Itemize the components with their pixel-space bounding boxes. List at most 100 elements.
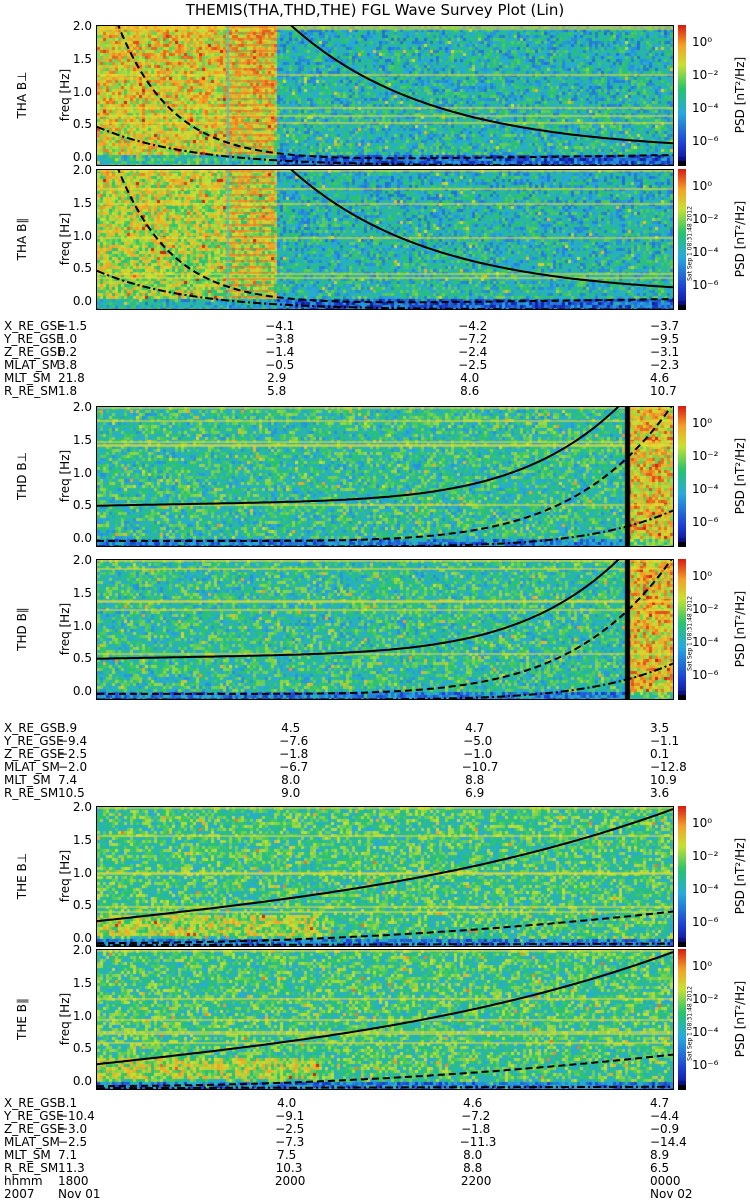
ephemeris-value: −6.7 (279, 760, 309, 774)
colorbar-tick: 10⁻⁶ (692, 915, 719, 929)
colorbar-tick: 10⁻² (692, 602, 719, 616)
colorbar-tick: 10⁻⁶ (692, 668, 719, 682)
spectrogram-heatmap (97, 407, 673, 546)
ephemeris-value: −0.5 (265, 358, 295, 372)
y-tick-label: 1.5 (72, 432, 92, 447)
ephemeris-value: −10.7 (461, 760, 499, 774)
ephemeris-value: 4.5 (281, 721, 301, 735)
spectrogram-panel (96, 406, 674, 547)
ephemeris-label: R_RE_SM (4, 384, 59, 398)
colorbar-tick: 10⁻⁴ (692, 245, 719, 259)
ephemeris-value: 4.0 (460, 371, 480, 385)
ephemeris-label: R_RE_SM (4, 1161, 59, 1175)
y-tick-label: 1.5 (72, 195, 92, 210)
ephemeris-value: −11.3 (459, 1135, 497, 1149)
ephemeris-value: −3.7 (650, 319, 680, 333)
ephemeris-value: 8.9 (650, 1148, 670, 1162)
fce-curve (97, 560, 620, 660)
ephemeris-label: X_RE_GSE (4, 1096, 65, 1110)
colorbar-tick: 10⁰ (692, 416, 713, 430)
tenth-fce-curve (97, 1085, 673, 1089)
y-axis-label: freq [Hz] (58, 449, 72, 502)
ephemeris-value: 1.8 (58, 384, 78, 398)
ephemeris-value: 8.0 (281, 773, 301, 787)
ephemeris-label: MLAT_SM (4, 358, 60, 372)
y-tick-label: 0.5 (72, 261, 92, 276)
y-tick-label: 0.5 (72, 1041, 92, 1056)
y-tick-label: 1.0 (72, 84, 92, 99)
y-axis-label: freq [Hz] (58, 212, 72, 265)
y-tick-label: 2.0 (72, 943, 92, 957)
y-tick-label: 1.5 (72, 975, 92, 990)
ephemeris-value: −4.2 (458, 319, 488, 333)
fce-curve (290, 170, 673, 289)
ephemeris-value: −2.5 (458, 358, 488, 372)
ephemeris-label: MLT_SM (4, 1148, 51, 1162)
timestamp-stamp: Sat Sep 1 08:31:48 2012 (686, 205, 694, 281)
ephemeris-label: 2007 (4, 1187, 35, 1201)
y-tick-label: 1.0 (72, 1008, 92, 1023)
ephemeris-value: 1.0 (58, 332, 78, 346)
colorbar-tick: 10⁻² (692, 68, 719, 82)
colorbar-tick: 10⁻⁴ (692, 1025, 719, 1039)
ephemeris-label: Y_RE_GSE (4, 734, 64, 748)
ephemeris-label: MLT_SM (4, 371, 51, 385)
colorbar-label: PSD [nT²/Hz] (733, 590, 747, 667)
tenth-fce-curve (97, 662, 673, 699)
ephemeris-value: −1.5 (58, 319, 88, 333)
ephemeris-value: 3.1 (58, 1096, 78, 1110)
ephemeris-value: 5.8 (267, 384, 287, 398)
ephemeris-value: −7.6 (279, 734, 309, 748)
y-tick-label: 1.0 (72, 618, 92, 633)
ephemeris-value: −2.0 (58, 760, 88, 774)
spectrogram-heatmap (97, 26, 673, 165)
ephemeris-label: Y_RE_GSE (4, 1109, 64, 1123)
ephemeris-value: 4.6 (650, 371, 670, 385)
ephemeris-label: hhmm (4, 1174, 43, 1188)
ephemeris-value: 3.9 (58, 721, 78, 735)
y-tick-label: 0.5 (72, 651, 92, 666)
gyrofrequency-curves (97, 26, 673, 165)
ephemeris-label: MLAT_SM (4, 760, 60, 774)
ephemeris-value: −5.0 (463, 734, 493, 748)
gyrofrequency-curves (97, 407, 673, 546)
tenth-fce-curve (97, 269, 673, 309)
ephemeris-value: −0.9 (650, 1122, 680, 1136)
y-tick-label: 1.5 (72, 585, 92, 600)
plot-title: THEMIS(THA,THD,THE) FGL Wave Survey Plot… (185, 1, 565, 19)
spectrogram-panel (96, 169, 674, 310)
fce-curve (97, 407, 620, 507)
colorbar-tick: 10⁻⁴ (692, 635, 719, 649)
colorbar (678, 806, 686, 947)
y-tick-label: 1.0 (72, 228, 92, 243)
ephemeris-value: −3.0 (58, 1122, 88, 1136)
ephemeris-label: R_RE_SM (4, 786, 59, 800)
gyrofrequency-curves (97, 560, 673, 699)
panel-label: THE B⊥ (15, 852, 29, 899)
spectrogram-heatmap (97, 170, 673, 309)
timestamp-stamp: Sat Sep 1 08:31:48 2012 (686, 985, 694, 1061)
y-tick-label: 0.0 (72, 294, 92, 308)
colorbar-tick: 10⁻² (692, 212, 719, 226)
ephemeris-value: −7.2 (461, 1109, 491, 1123)
ephemeris-label: X_RE_GSE (4, 319, 65, 333)
ephemeris-value: −12.8 (650, 760, 687, 774)
ephemeris-value: 0000 (650, 1174, 681, 1188)
gyrofrequency-curves (97, 170, 673, 309)
ephemeris-value: 3.5 (650, 721, 670, 735)
y-tick-label: 0.0 (72, 684, 92, 698)
y-axis-label: freq [Hz] (58, 68, 72, 121)
colorbar-tick: 10⁰ (692, 959, 713, 973)
ephemeris-label: Z_RE_GSE (4, 345, 65, 359)
ephemeris-label: X_RE_GSE (4, 721, 65, 735)
tenth-fce-curve (97, 942, 673, 946)
half-fce-curve (117, 170, 673, 304)
y-tick-label: 1.5 (72, 832, 92, 847)
colorbar (678, 406, 686, 547)
gyrofrequency-curves (97, 951, 673, 1089)
y-tick-label: 2.0 (72, 163, 92, 177)
half-fce-curve (97, 560, 673, 695)
ephemeris-value: −9.4 (58, 734, 88, 748)
y-tick-label: 0.5 (72, 117, 92, 132)
colorbar-tick: 10⁻⁶ (692, 278, 719, 292)
